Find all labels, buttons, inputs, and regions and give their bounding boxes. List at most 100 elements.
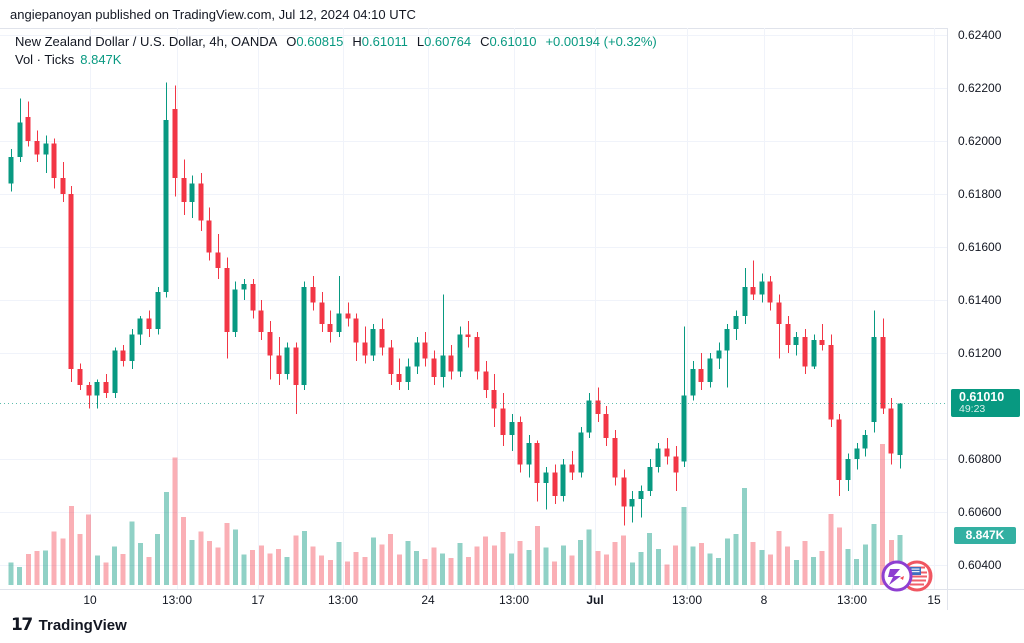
candle-body (120, 350, 126, 361)
footer: 17 TradingView (0, 610, 1024, 643)
volume-bar (414, 551, 420, 585)
volume-bar (284, 556, 290, 585)
candle-body (716, 350, 722, 359)
price-axis-label: 0.61600 (958, 240, 1002, 254)
publish-header: angiepanoyan published on TradingView.co… (0, 0, 1024, 28)
candle-body (655, 448, 661, 467)
tradingview-brand-text: TradingView (38, 616, 127, 634)
candle-body (802, 337, 808, 367)
candle-body (327, 323, 333, 332)
volume-bar (517, 540, 523, 585)
volume-bar (51, 531, 57, 585)
volume-bar (103, 562, 109, 585)
change-value: +0.00194 (+0.32%) (545, 34, 657, 49)
candle-body (560, 464, 566, 497)
time-axis-label: 13:00 (671, 593, 703, 607)
candle-body (215, 252, 221, 269)
time-axis-label: 17 (251, 593, 265, 607)
current-price-value: 0.61010 (959, 390, 1005, 405)
candle-body (888, 408, 894, 454)
volume-bar (224, 522, 230, 585)
volume-bar (836, 527, 842, 585)
candle-body (690, 368, 696, 396)
header-divider (0, 28, 1024, 29)
volume-bar (327, 560, 333, 585)
candle-body (172, 109, 178, 179)
candle-body (25, 117, 31, 141)
volume-bar (405, 540, 411, 585)
candle-body (345, 313, 351, 319)
candle-body (509, 421, 515, 436)
candle-body (336, 313, 342, 332)
candle-body (569, 464, 575, 473)
price-axis-label: 0.61200 (958, 346, 1002, 360)
high-value: 0.61011 (361, 34, 408, 49)
candle-body (310, 286, 316, 303)
candle-body (155, 292, 161, 330)
volume-bar (664, 564, 670, 585)
candle-body (897, 403, 903, 456)
volume-bar (241, 554, 247, 585)
candle-body (370, 329, 376, 356)
tradingview-icon: 17 (11, 615, 33, 635)
candle-body (34, 141, 40, 155)
candle-body (854, 448, 860, 459)
candle-body (603, 413, 609, 438)
candle-body (60, 178, 66, 194)
close-value: 0.61010 (489, 34, 537, 49)
volume-bar (388, 534, 394, 585)
volume-bar (534, 526, 540, 585)
candle-body (224, 268, 230, 332)
candle-body (880, 337, 886, 409)
candle-body (526, 443, 532, 465)
volume-bar (189, 539, 195, 585)
candle-body (51, 143, 57, 179)
volume-bar (474, 546, 480, 585)
volume-bar (431, 547, 437, 585)
volume-bar (621, 535, 627, 585)
volume-bar (707, 553, 713, 585)
volume-bar (750, 542, 756, 585)
price-axis[interactable]: 0.61010 49:23 8.847K 0.62400 0.62200 0.620… (947, 28, 1024, 589)
volume-bar (560, 545, 566, 585)
chart-pane[interactable] (0, 28, 947, 589)
candle-body (500, 408, 506, 436)
time-axis-label: 15 (927, 593, 941, 607)
volume-bar (776, 530, 782, 585)
volume-bar (819, 551, 825, 585)
candle-body (17, 122, 23, 157)
volume-bar (129, 521, 135, 585)
symbol-title[interactable]: New Zealand Dollar / U.S. Dollar, 4h, OA… (15, 34, 278, 49)
volume-bar (690, 546, 696, 585)
price-axis-label: 0.61400 (958, 293, 1002, 307)
volume-bar (543, 547, 549, 585)
candle-body (68, 194, 74, 369)
volume-bar (440, 553, 445, 585)
volume-bar (68, 505, 74, 585)
candle-body (733, 315, 739, 330)
volume-bar (698, 543, 704, 585)
candle-body (129, 334, 135, 361)
volume-bar (854, 559, 860, 585)
candle-body (103, 382, 109, 393)
volume-bar (673, 545, 679, 585)
price-axis-label: 0.62400 (958, 28, 1002, 42)
time-axis-label: 13:00 (836, 593, 868, 607)
chart-legend: New Zealand Dollar / U.S. Dollar, 4h, OA… (15, 33, 657, 68)
volume-bar (34, 551, 40, 585)
candle-body (819, 339, 825, 346)
nzd-flag-icon (881, 560, 913, 592)
volume-bar (60, 538, 66, 585)
volume-indicator-label[interactable]: Vol · Ticks (15, 52, 75, 67)
legend-volume-row: Vol · Ticks 8.847K (15, 51, 657, 68)
tradingview-logo[interactable]: 17 TradingView (11, 615, 127, 635)
volume-bar (828, 513, 834, 585)
candle-body (232, 289, 238, 332)
low-value: 0.60764 (424, 34, 472, 49)
volume-bar (267, 553, 273, 585)
time-axis[interactable]: 10 13:00 17 13:00 24 13:00 Jul 13:00 8 13:00 15 (0, 589, 947, 611)
candle-body (673, 456, 679, 473)
candle-body (267, 331, 273, 356)
open-value: 0.60815 (296, 34, 344, 49)
candle-body (77, 368, 83, 385)
